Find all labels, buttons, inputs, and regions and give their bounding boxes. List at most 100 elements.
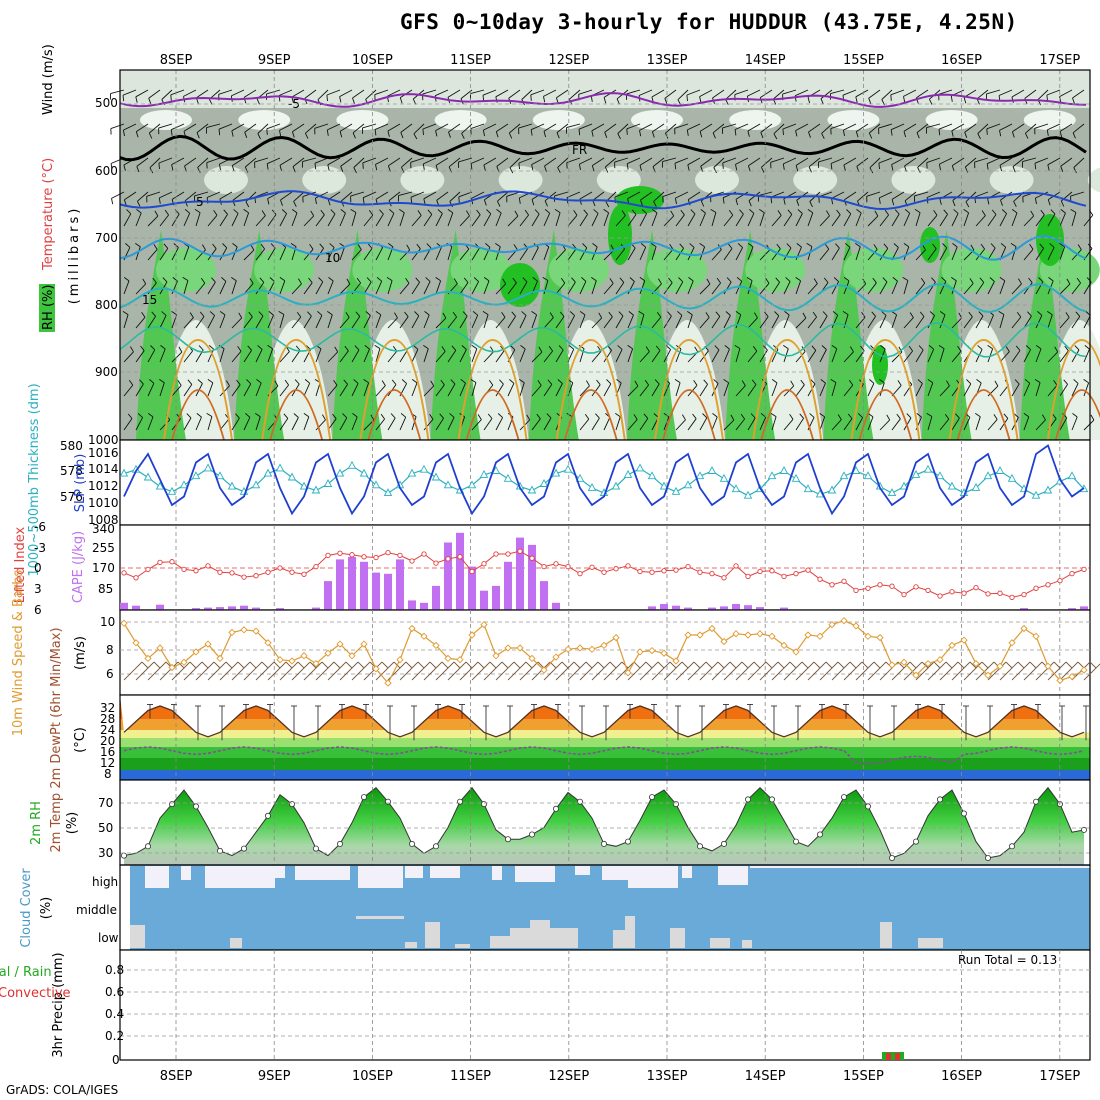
wind-barb-flag [610, 244, 615, 251]
wind-marker [252, 627, 260, 635]
wind-barb [903, 350, 913, 363]
surface-wind-barb [639, 661, 659, 681]
wind-barb [722, 157, 737, 164]
wind-barb [435, 418, 444, 431]
wind-barb-flag [320, 209, 325, 216]
li-marker [589, 564, 595, 570]
li-marker [913, 584, 919, 590]
wind-barb-flag [1024, 133, 1029, 139]
wind-barb [341, 191, 353, 202]
low-cloud-gap [880, 922, 892, 948]
wind-barb [844, 191, 857, 201]
wind-barb-flag [893, 243, 899, 248]
wind-barb-flag [171, 311, 177, 316]
dry-patch [434, 110, 487, 130]
wind-barb-flag [329, 243, 335, 248]
wind-barb-flag [802, 312, 807, 319]
thickness-marker [287, 472, 297, 481]
wind-barb-flag [367, 243, 373, 249]
wind-barb [843, 213, 852, 227]
temp-ylabel: 2m Temp 2m DewPt (6hr Min/Max) [49, 627, 64, 852]
wind-barb-flag [290, 243, 297, 247]
wind-barb-flag [362, 162, 364, 169]
wind-barb [1035, 248, 1044, 261]
wind-barb-flag [754, 312, 758, 319]
wind-barb [327, 385, 338, 397]
wind-barb [557, 157, 569, 168]
wind-barb-flag [774, 311, 780, 317]
high-cloud-gap [275, 866, 285, 878]
wind-barb-flag [891, 311, 897, 316]
wind-barb-flag [669, 244, 674, 250]
cape-bar [324, 581, 332, 610]
wind-barb [1012, 157, 1025, 167]
surface-wind-barb [291, 661, 311, 681]
wind-barb-flag [261, 210, 266, 216]
wind-barb [375, 314, 382, 329]
wind-barb [830, 89, 845, 95]
rh-marker [793, 838, 800, 845]
wind-barb [567, 248, 577, 261]
cape-bar [528, 544, 536, 610]
wind-barb [614, 191, 629, 198]
wind-marker [516, 644, 524, 652]
wind-marker [288, 657, 296, 665]
cape-bar [384, 573, 392, 610]
rh-tick-70: 70 [98, 796, 113, 810]
wind-tick-10: 10 [100, 615, 115, 629]
wind-barb-flag [641, 209, 647, 214]
li-marker [829, 582, 835, 588]
wind-barb-flag [850, 346, 854, 353]
wind-barb [999, 314, 1005, 329]
precip-grid [120, 950, 1090, 1060]
wind-barb [159, 315, 167, 329]
wind-barb [869, 157, 881, 169]
thickness-marker [551, 468, 561, 477]
surface-wind-barb [627, 661, 647, 681]
rh-marker [649, 794, 656, 801]
rh-panel: 70 50 30 2m RH (%) [29, 779, 1091, 866]
wind-barb-flag [927, 379, 934, 384]
wind-barb-flag [198, 345, 204, 351]
surface-wind-barb [303, 661, 323, 681]
contour-label: 10 [325, 251, 340, 265]
wind-barb-flag [771, 379, 778, 384]
wind-barb-flag [965, 201, 970, 208]
wind-barb [758, 191, 773, 197]
wind-barb [783, 247, 792, 261]
wind-barb-flag [1000, 199, 1003, 206]
wind-barb-flag [387, 243, 394, 248]
wind-barb [688, 191, 701, 200]
rh-marker [601, 840, 608, 847]
surface-wind-barb [603, 661, 623, 681]
wind-barb [711, 349, 720, 363]
wind-barb [975, 215, 986, 227]
wind-barb-flag [908, 345, 913, 352]
rh-marker [745, 796, 752, 803]
wind-barb-flag [728, 209, 734, 216]
li-marker [997, 590, 1003, 596]
wind-barb [124, 191, 137, 201]
wind-barb-flag [1072, 97, 1075, 104]
wind-barb [555, 383, 563, 397]
wind-barb [903, 417, 912, 431]
surface-wind-barb-flag [333, 661, 341, 669]
li-marker [145, 566, 151, 573]
thickness-marker [803, 484, 813, 493]
wind-barb [495, 317, 506, 329]
wind-barb-flag [734, 345, 741, 349]
wind-barb [760, 123, 773, 133]
wind-barb [171, 191, 185, 200]
wind-barb-flag [430, 380, 435, 387]
cape-bar [468, 566, 476, 610]
wind-barb [244, 123, 257, 133]
cape-bar [480, 590, 488, 610]
wind-barb [543, 280, 549, 295]
wind-barb-flag [699, 243, 705, 248]
wind-barb-flag [626, 163, 629, 170]
wind-barb-flag [547, 379, 553, 385]
wind-barb [351, 249, 362, 261]
low-cloud-gap [710, 938, 730, 948]
thickness-marker [251, 480, 261, 489]
wind-barb-flag [857, 413, 863, 418]
